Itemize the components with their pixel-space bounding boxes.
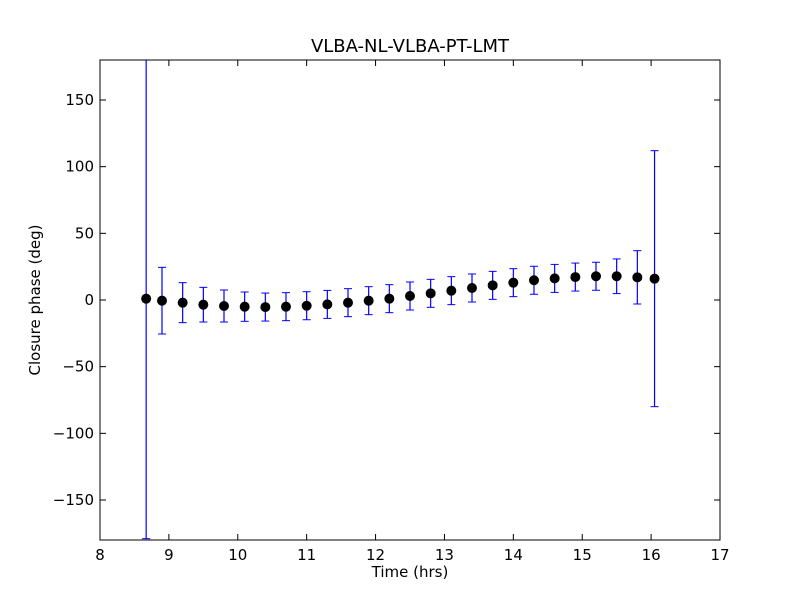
y-tick-label: −100: [53, 424, 94, 442]
x-tick-label: 16: [642, 546, 661, 564]
data-point: [570, 272, 581, 283]
data-point: [487, 280, 498, 291]
data-point: [611, 271, 622, 282]
data-point: [219, 301, 229, 311]
x-tick-label: 15: [573, 546, 592, 564]
data-point: [239, 301, 250, 312]
data-point: [549, 273, 560, 284]
data-point: [177, 297, 188, 308]
x-tick-label: 10: [228, 546, 247, 564]
x-tick-label: 11: [297, 546, 316, 564]
y-tick-label: −150: [53, 491, 94, 509]
x-tick-label: 14: [504, 546, 523, 564]
x-tick-label: 17: [710, 546, 729, 564]
y-tick-label: 50: [75, 224, 94, 242]
data-point: [343, 297, 353, 308]
data-point: [301, 300, 312, 311]
errorbars-layer: [142, 60, 659, 540]
data-point: [425, 288, 436, 299]
data-point: [529, 275, 539, 286]
points-layer: [141, 271, 660, 313]
y-axis-label: Closure phase (deg): [26, 225, 44, 376]
x-tick-label: 9: [164, 546, 174, 564]
data-point: [260, 302, 271, 313]
y-tick-label: 100: [65, 158, 94, 176]
data-point: [649, 273, 660, 284]
data-point: [157, 295, 167, 306]
x-tick-label: 13: [435, 546, 454, 564]
data-point: [363, 295, 374, 306]
y-tick-label: −50: [62, 358, 94, 376]
data-point: [446, 285, 457, 296]
x-tick-label: 12: [366, 546, 385, 564]
data-point: [467, 283, 477, 293]
data-point: [405, 291, 415, 301]
data-point: [141, 293, 152, 304]
data-point: [281, 301, 291, 312]
data-point: [198, 299, 209, 310]
data-point: [384, 293, 395, 304]
x-tick-label: 8: [95, 546, 105, 564]
data-point: [508, 277, 519, 288]
chart-title: VLBA-NL-VLBA-PT-LMT: [311, 36, 510, 57]
x-axis-label: Time (hrs): [371, 563, 449, 581]
y-tick-label: 0: [84, 291, 94, 309]
data-point: [591, 271, 601, 282]
ticks-layer: 8 9 10 11 12 13 14 15 16 17 −150 −100 −50 0 50 100 150: [53, 60, 730, 564]
data-point: [632, 272, 643, 283]
y-tick-label: 150: [65, 91, 94, 109]
data-point: [322, 299, 333, 310]
